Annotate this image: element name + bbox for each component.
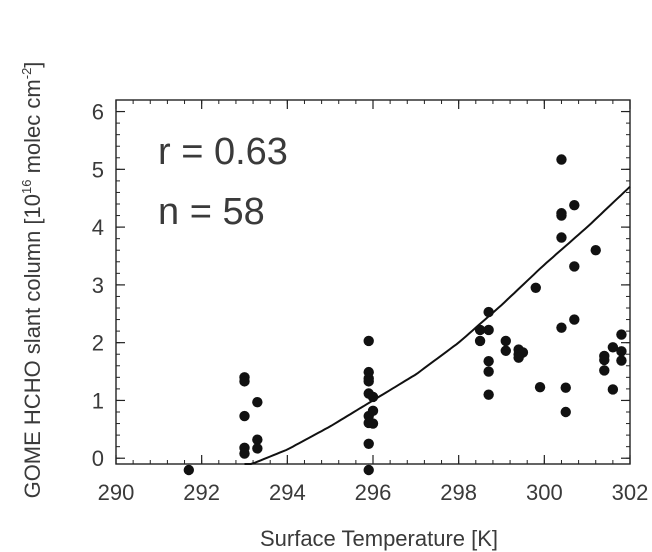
y-tick-label: 6 [92, 100, 104, 125]
data-point [616, 355, 627, 366]
r-annotation: r = 0.63 [158, 131, 288, 173]
data-point [252, 443, 263, 454]
y-tick-label: 5 [92, 157, 104, 182]
data-point [599, 354, 610, 366]
x-tick-label: 302 [612, 480, 649, 505]
x-tick-label: 296 [355, 480, 392, 505]
data-point [483, 389, 494, 400]
data-point [183, 464, 195, 476]
data-point [363, 464, 374, 476]
data-point [483, 355, 494, 367]
data-point [239, 376, 250, 387]
data-point [363, 438, 374, 449]
data-point [474, 335, 486, 347]
data-point [556, 210, 567, 221]
data-point [367, 418, 379, 429]
data-point [607, 384, 619, 395]
y-tick-label: 2 [92, 331, 104, 356]
data-point [599, 365, 610, 376]
n-annotation: n = 58 [158, 191, 265, 233]
data-point [534, 381, 546, 393]
data-point [483, 306, 494, 318]
data-point [500, 335, 511, 347]
data-point [367, 405, 379, 417]
data-point [569, 314, 580, 325]
data-point [474, 324, 486, 336]
tick-labels: 290 292 294 296 298 300 302 0 1 2 3 4 5 6 [92, 100, 649, 505]
data-point [252, 434, 263, 445]
data-point [616, 346, 627, 357]
y-axis-label-exponent-2: -2 [19, 68, 34, 80]
data-point [363, 335, 374, 347]
data-points [183, 154, 627, 476]
data-point [483, 366, 494, 377]
y-axis-label-suffix: ] [20, 62, 45, 68]
y-axis-label-prefix: GOME HCHO slant column [10 [20, 194, 45, 498]
axis-ticks [115, 99, 631, 464]
data-point [500, 345, 511, 356]
y-tick-label: 0 [92, 446, 104, 471]
data-point [483, 324, 494, 336]
data-point [569, 261, 580, 272]
data-point [556, 154, 567, 165]
y-tick-label: 3 [92, 273, 104, 298]
y-tick-label: 1 [92, 388, 104, 413]
x-axis-label: Surface Temperature [K] [260, 526, 498, 551]
x-tick-label: 292 [183, 480, 220, 505]
x-tick-label: 294 [269, 480, 306, 505]
y-axis-label-unit: molec cm [20, 79, 45, 179]
data-point [607, 342, 619, 353]
data-point [239, 410, 250, 422]
x-tick-label: 300 [526, 480, 563, 505]
data-point [556, 322, 567, 333]
y-axis-label: GOME HCHO slant column [1016 molec cm-2] [19, 62, 45, 499]
data-point [616, 329, 627, 340]
data-point [590, 245, 601, 256]
data-point [530, 282, 541, 293]
x-tick-label: 298 [440, 480, 477, 505]
fit-curve-layer [244, 185, 631, 465]
x-tick-label: 290 [98, 480, 135, 505]
data-point [560, 406, 571, 418]
y-tick-label: 4 [92, 215, 104, 240]
data-point [569, 199, 580, 211]
data-point [513, 352, 524, 363]
fit-curve [244, 185, 631, 465]
data-point [252, 396, 263, 408]
data-point [556, 232, 567, 243]
y-axis-label-exponent: 16 [19, 180, 34, 194]
data-point [560, 382, 571, 393]
data-point [367, 391, 379, 403]
data-point [239, 448, 250, 459]
data-point [363, 376, 374, 387]
